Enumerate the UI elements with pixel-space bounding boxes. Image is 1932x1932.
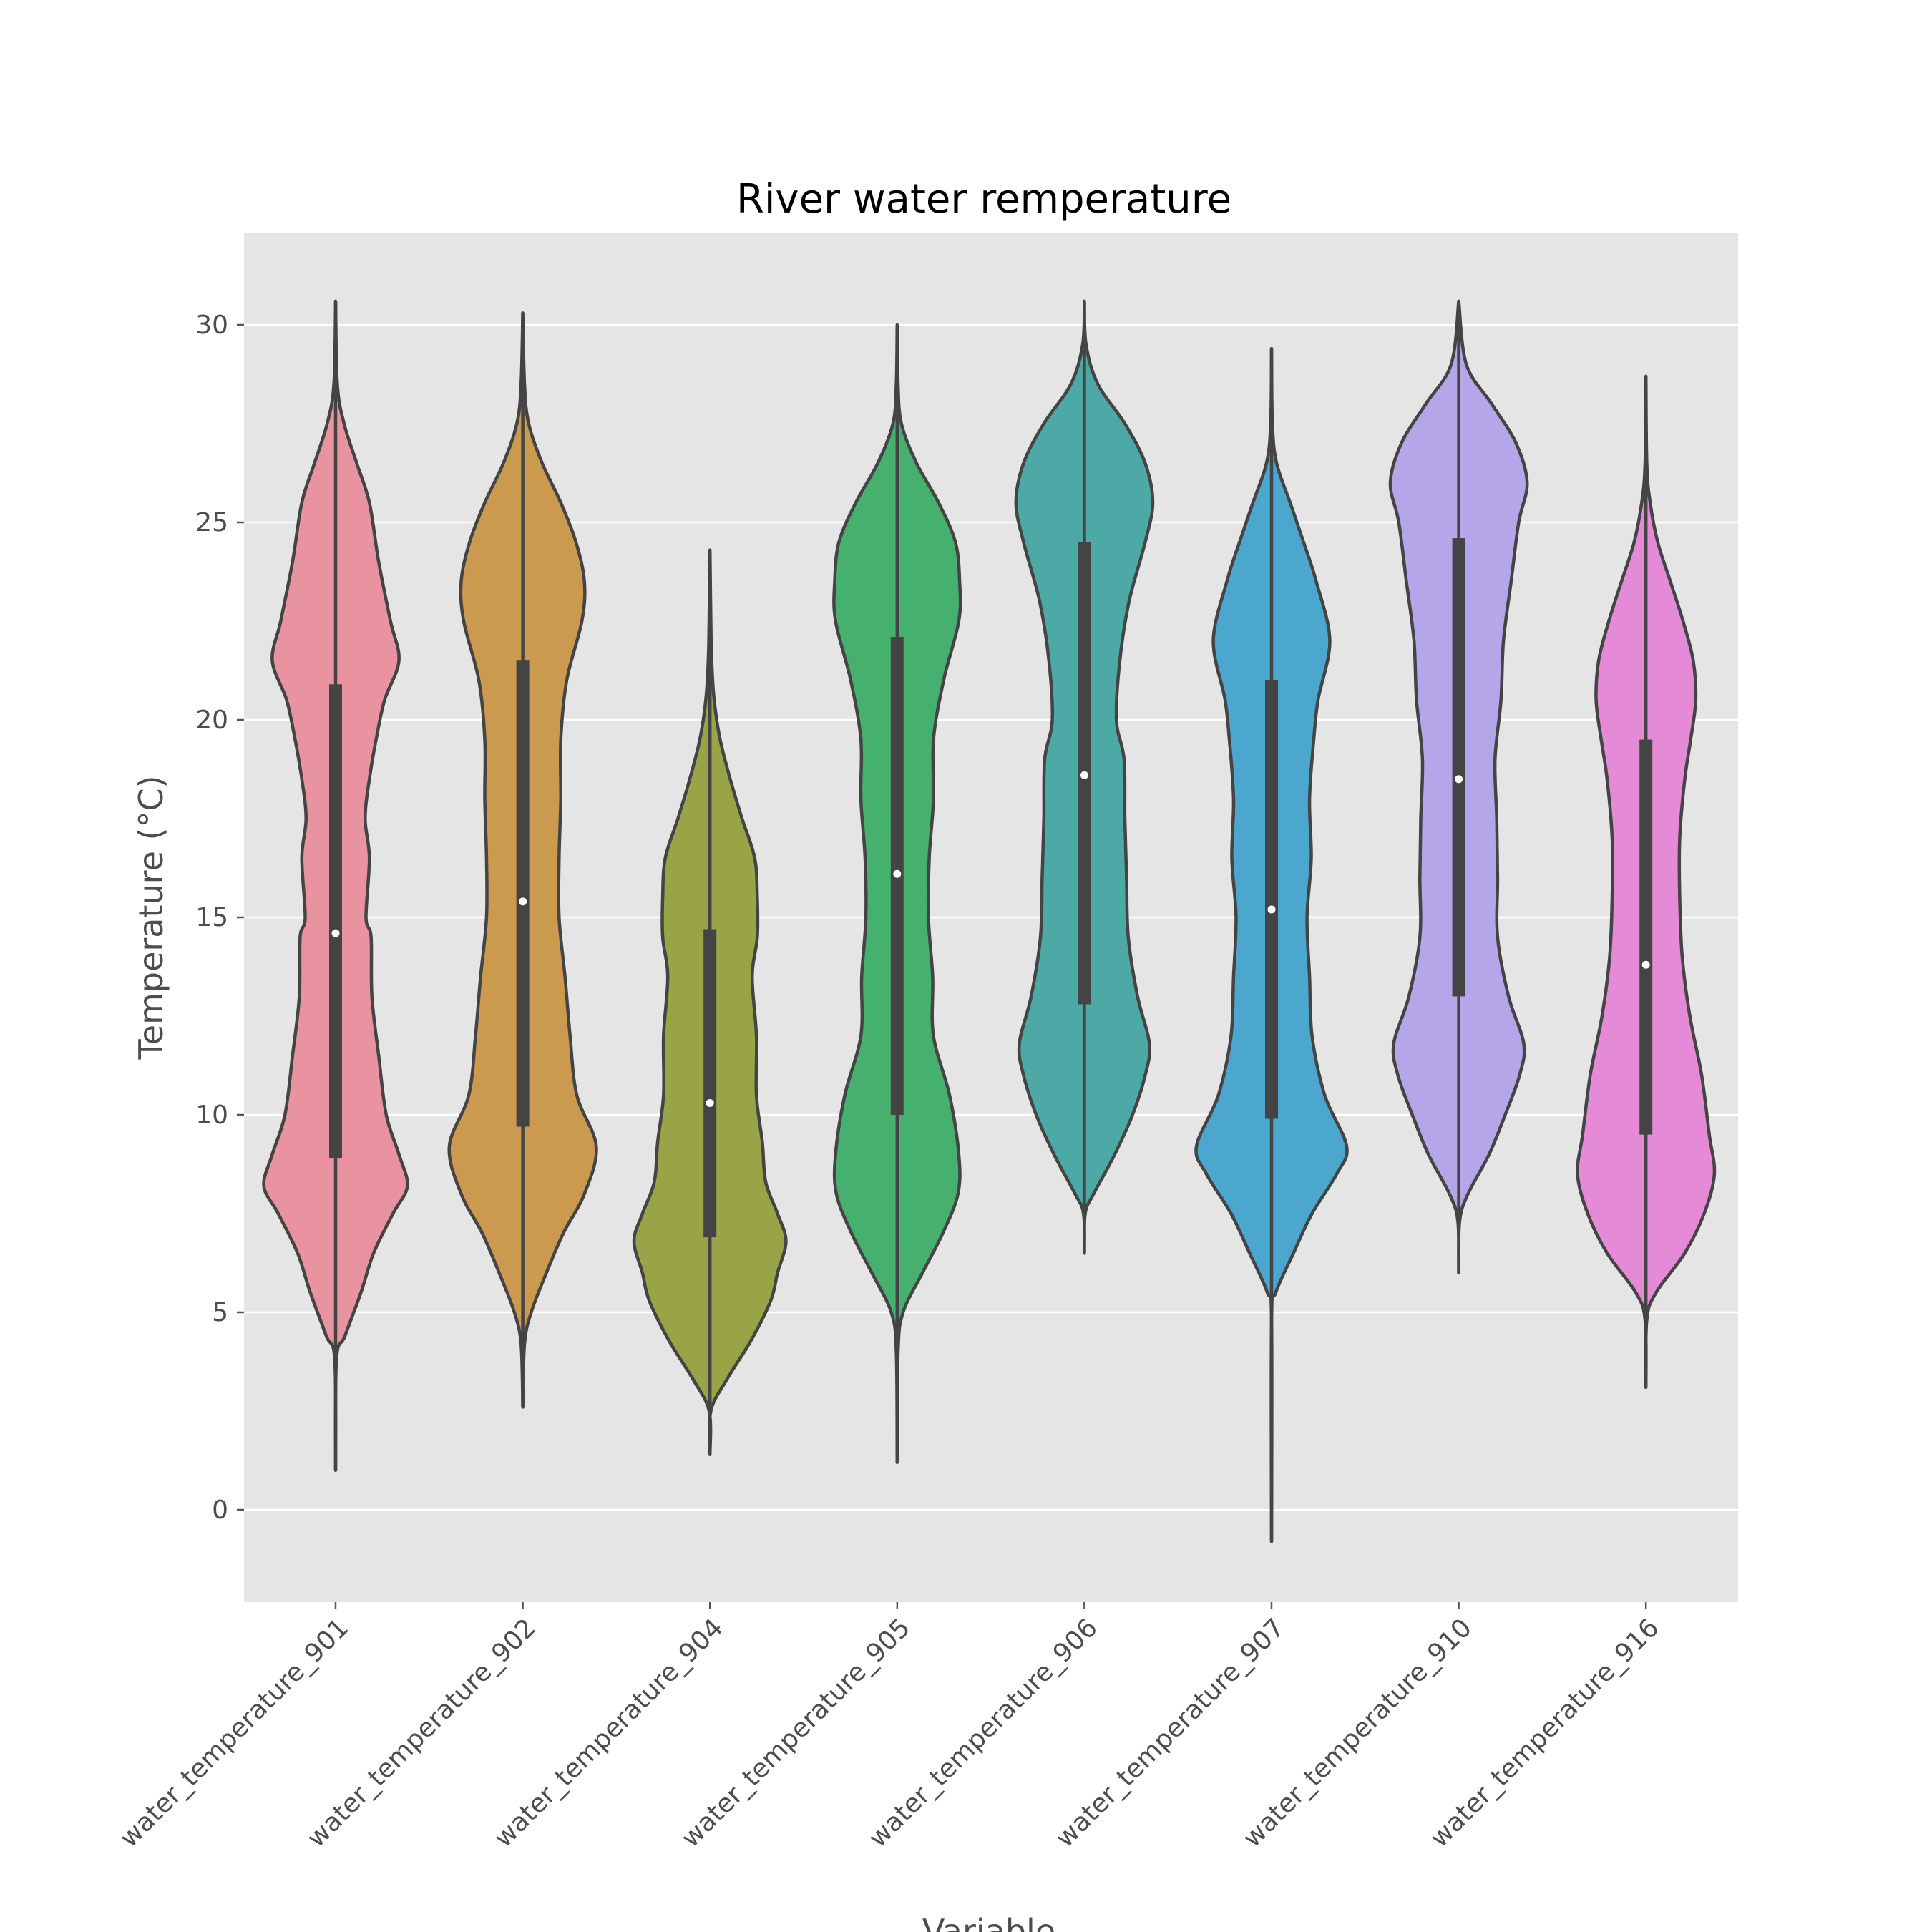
y-axis-ticks: 0 5 10 15 20 25 30: [195, 311, 244, 1525]
y-tick-label: 10: [195, 1101, 228, 1130]
median-marker: [1641, 960, 1650, 969]
median-marker: [1455, 775, 1463, 784]
violin-water_temperature_905: [832, 323, 962, 1465]
violin-water_temperature_902: [447, 311, 598, 1409]
violin-water_temperature_910: [1388, 299, 1529, 1275]
violin-water_temperature_916: [1576, 374, 1717, 1390]
violin-water_temperature_906: [1014, 299, 1155, 1255]
median-marker: [519, 897, 527, 906]
y-tick-label: 20: [195, 706, 228, 735]
y-axis-label: Temperature (°C): [132, 775, 170, 1060]
y-tick-label: 0: [212, 1496, 228, 1525]
y-tick-label: 5: [212, 1298, 228, 1327]
violin-water_temperature_907: [1194, 346, 1349, 1543]
median-marker: [706, 1098, 714, 1107]
iqr-box: [329, 684, 342, 1158]
x-axis-ticks: water_temperature_901water_temperature_9…: [114, 1602, 1665, 1853]
violin-water_temperature_901: [262, 299, 409, 1473]
median-marker: [1080, 771, 1088, 779]
iqr-box: [1452, 538, 1465, 997]
median-marker: [893, 869, 902, 878]
violin-water_temperature_904: [632, 548, 788, 1456]
x-axis-label: Variable: [922, 1912, 1055, 1932]
chart-title: River water remperature: [736, 176, 1231, 223]
violins: [262, 299, 1717, 1543]
iqr-box: [1639, 739, 1653, 1135]
iqr-box: [1265, 680, 1278, 1119]
y-tick-label: 15: [195, 903, 228, 932]
iqr-box: [703, 929, 717, 1238]
iqr-box: [516, 660, 530, 1127]
y-tick-label: 30: [195, 311, 228, 340]
median-marker: [1267, 905, 1276, 914]
y-tick-label: 25: [195, 508, 228, 537]
median-marker: [331, 929, 340, 937]
